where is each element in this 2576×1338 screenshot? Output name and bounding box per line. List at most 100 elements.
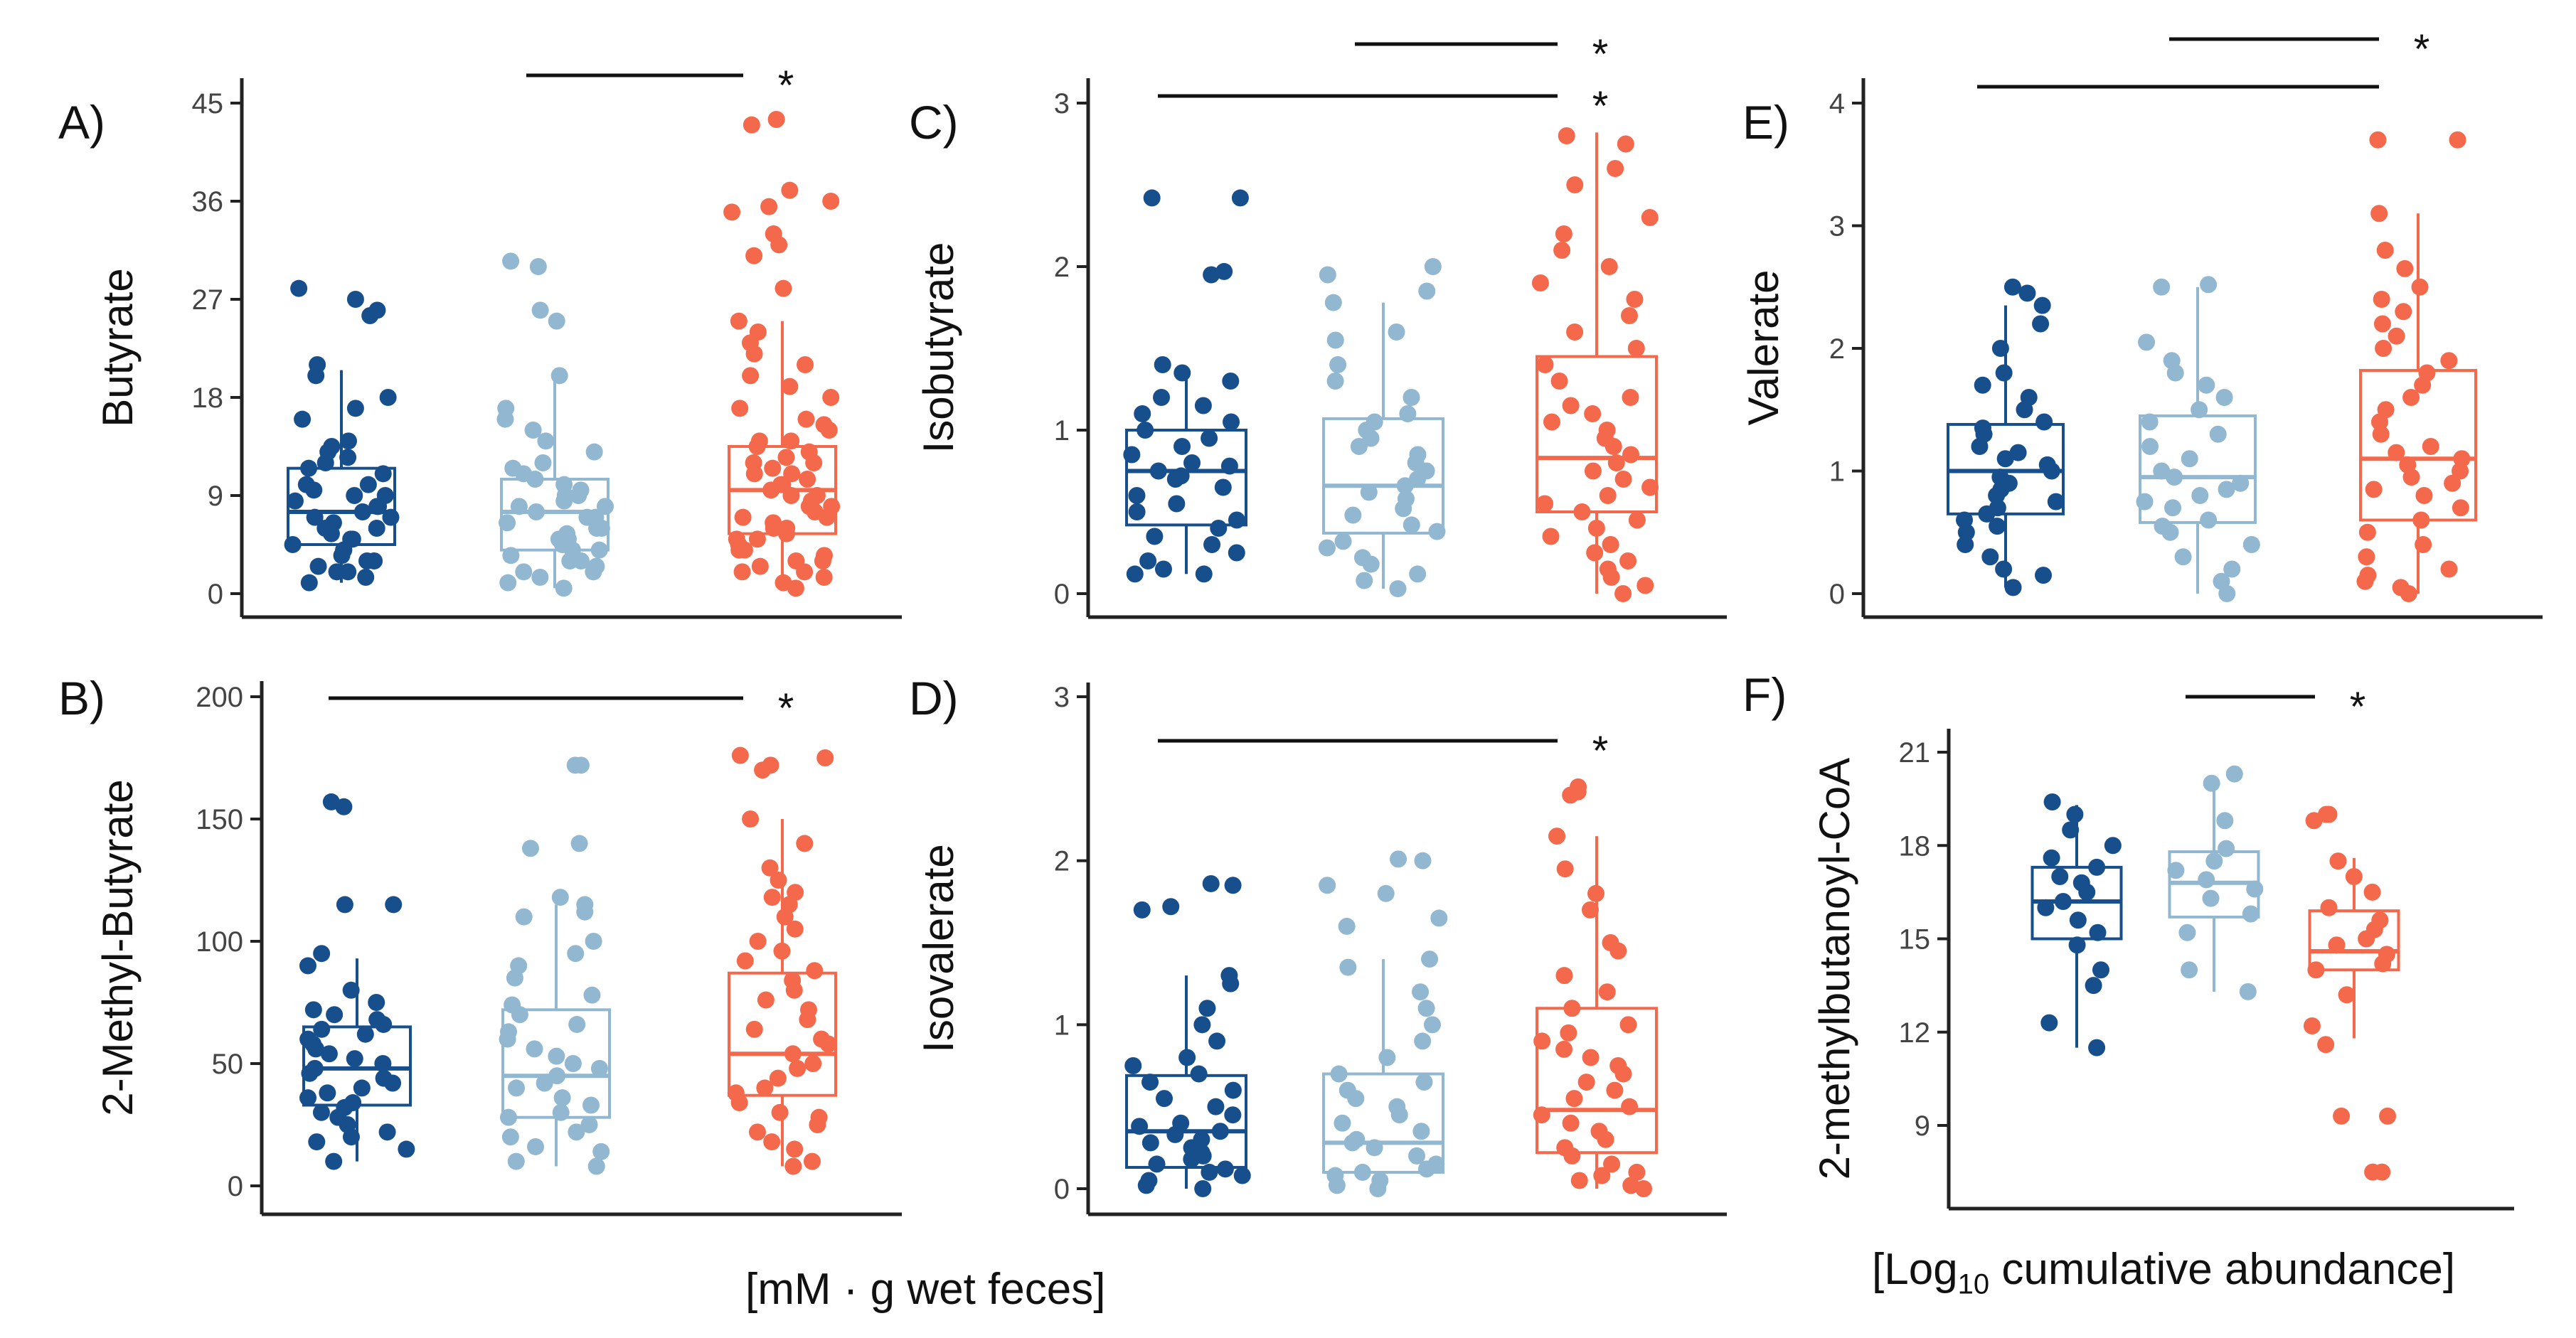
panel-f-data-point	[2066, 806, 2084, 823]
panel-c-data-point	[1210, 520, 1228, 537]
panel-d-data-point	[1548, 828, 1566, 845]
panel-e-data-point	[2141, 438, 2159, 455]
panel-d-data-point	[1141, 1134, 1159, 1152]
panel-c-data-point	[1617, 135, 1634, 153]
panel-d-data-point	[1603, 1155, 1621, 1173]
panel-b-data-point	[789, 1059, 807, 1077]
panel-f-data-point	[2216, 812, 2234, 830]
panel-a-data-point	[524, 422, 542, 439]
panel-b-box	[728, 971, 837, 1097]
panel-f-data-point	[2085, 977, 2102, 995]
panel-c-data-point	[1418, 282, 1436, 300]
panel-d-data-point	[1570, 778, 1587, 796]
panel-b-data-point	[500, 1108, 518, 1126]
panel-b-label: B)	[58, 672, 105, 724]
panel-c-data-point	[1553, 242, 1571, 259]
panel-e-data-point	[2141, 413, 2159, 431]
panel-d-data-point	[1233, 1167, 1251, 1184]
panel-a-label: A)	[58, 96, 105, 149]
panel-b-data-point	[515, 908, 533, 926]
panel-c-data-point	[1542, 528, 1560, 545]
panel-d-data-point	[1390, 850, 1407, 868]
panel-d-data-point	[1148, 1155, 1166, 1173]
panel-f-data-point	[2307, 961, 2325, 979]
panel-c-data-point	[1587, 520, 1605, 537]
panel-e-y-title: Valerate	[1740, 269, 1787, 425]
panel-b-sig-star: *	[778, 685, 794, 732]
panel-d-data-point	[1326, 1167, 1344, 1184]
panel-c-data-point	[1626, 291, 1644, 308]
panel-a-data-point	[748, 530, 766, 548]
panel-c-data-point	[1223, 413, 1240, 431]
panel-e-data-point	[2003, 278, 2021, 296]
panel-a-data-point	[733, 563, 751, 581]
panel-c-data-point	[1550, 373, 1568, 390]
panel-a-data-point	[531, 301, 549, 319]
panel-b-data-point	[378, 1123, 396, 1141]
panel-e-data-point	[2242, 536, 2260, 553]
panel-c-data-point	[1149, 462, 1167, 480]
panel-a-data-point	[344, 530, 361, 548]
panel-f-data-point	[2040, 1014, 2058, 1032]
panel-a-data-point	[823, 498, 841, 515]
panel-e-data-point	[2038, 456, 2056, 473]
panel-d-data-point	[1421, 951, 1439, 968]
panel-b-data-point	[796, 835, 814, 852]
panel-c-data-point	[1403, 516, 1420, 534]
panel-d-data-point	[1570, 1172, 1588, 1189]
x-unit-label-abundance-pre: [Log	[1872, 1245, 1958, 1294]
panel-f-data-point	[2320, 806, 2338, 823]
panel-e-data-point	[2047, 493, 2065, 510]
panel-c-data-point	[1536, 356, 1554, 373]
panel-c-data-point	[1428, 523, 1446, 540]
panel-c-data-point	[1586, 544, 1604, 562]
panel-e-data-point	[2453, 450, 2471, 468]
panel-b-data-point	[806, 962, 824, 980]
panel-b-data-point	[763, 1133, 781, 1151]
panel-c-data-point	[1531, 274, 1549, 291]
panel-c-box	[1125, 429, 1247, 527]
panel-a-data-point	[339, 449, 357, 466]
panel-e-data-point	[2209, 425, 2227, 443]
panel-c-data-point	[1123, 446, 1141, 464]
panel-b-data-point	[326, 1006, 344, 1024]
panel-a-ytick-label: 36	[192, 186, 224, 218]
panel-e-data-point	[1991, 469, 2009, 486]
panel-c-data-point	[1598, 422, 1616, 439]
panel-f-data-point	[2345, 868, 2363, 885]
panel-a-data-point	[527, 503, 545, 520]
panel-c-ytick-label: 0	[1054, 579, 1070, 610]
panel-e-data-point	[2376, 242, 2394, 259]
panel-b-data-point	[526, 1040, 543, 1058]
panel-b-data-point	[304, 1001, 322, 1019]
panel-c-box	[1322, 417, 1444, 535]
panel-b-data-point	[587, 1157, 605, 1175]
panel-f-data-point	[2328, 936, 2346, 954]
panel-e-data-point	[2388, 327, 2405, 345]
panel-c-data-point	[1326, 373, 1344, 390]
panel-c-box	[1536, 355, 1658, 513]
panel-c-data-point	[1602, 536, 1619, 553]
panel-c-data-point	[1403, 389, 1420, 406]
panel-e-data-point	[2174, 548, 2192, 566]
panel-f-data-point	[2363, 883, 2381, 901]
panel-d-data-point	[1193, 1016, 1211, 1034]
panel-a-data-point	[555, 579, 573, 597]
panel-a-data-point	[775, 574, 792, 592]
x-unit-label-abundance-sub: 10	[1957, 1268, 1990, 1300]
panel-e-data-point	[2388, 444, 2405, 461]
panel-d-data-point	[1427, 1155, 1445, 1173]
panel-d-ytick-label: 1	[1054, 1010, 1070, 1041]
panel-f-data-point	[2051, 868, 2069, 885]
panel-a-ytick-label: 9	[208, 481, 223, 512]
panel-e-data-point	[2009, 444, 2027, 461]
panel-c-data-point	[1555, 225, 1572, 242]
panel-b-data-point	[306, 1059, 324, 1077]
panel-c-data-point	[1600, 258, 1618, 275]
panel-d-data-point	[1577, 1074, 1595, 1091]
panel-d-data-point	[1582, 901, 1600, 919]
panel-e-data-point	[1981, 548, 1999, 566]
panel-f-data-point	[2178, 924, 2196, 941]
panel-c-sig-star: *	[1592, 31, 1609, 77]
panel-e-data-point	[2415, 487, 2433, 504]
